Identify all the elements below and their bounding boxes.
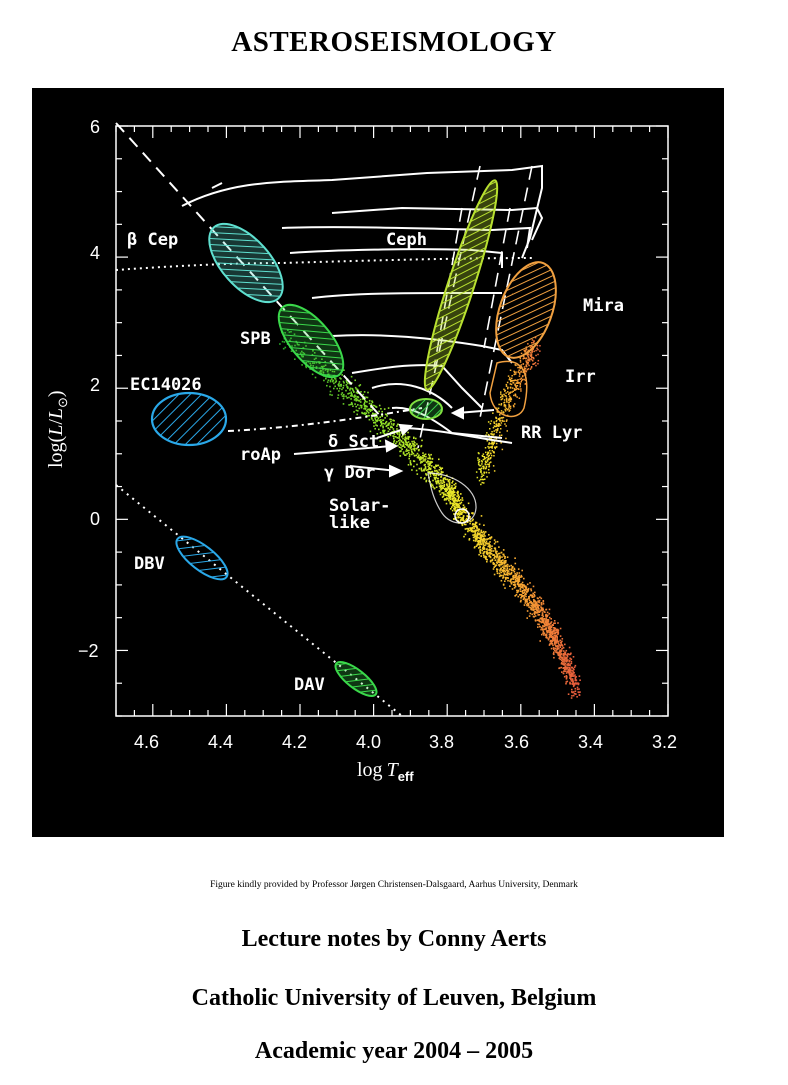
dash-dot-track [227,407,423,432]
mira-region [495,261,557,359]
label-ceph: Ceph [386,230,427,250]
hr-diagram-svg: 6 4 2 0 −2 4.6 4.4 4.2 4.0 3.8 3.6 3.4 3… [45,117,677,784]
label-ec14026: EC14026 [130,375,202,395]
x-tick-3.2: 3.2 [652,732,677,752]
lecture-notes-author: Lecture notes by Conny Aerts [241,926,547,952]
label-mira: Mira [583,296,624,316]
sun-marker [454,508,470,524]
label-delta-sct: δ Sct [328,432,379,452]
x-tick-3.8: 3.8 [429,732,454,752]
dbv-region [175,535,229,581]
label-irr: Irr [565,367,596,387]
label-dav: DAV [294,675,325,695]
spb-region [277,303,345,379]
label-solar-like: Solar-like [329,496,390,533]
y-axis-title: log(L/L⊙) [45,390,70,468]
label-spb: SPB [240,329,271,349]
x-tick-4.6: 4.6 [134,732,159,752]
x-axis-title: log Teff [357,759,414,784]
cepheid-strip-region [423,179,499,391]
delta-sct-region [409,398,443,420]
label-gamma-dor: γ Dor [324,463,375,483]
ec14026-region [150,391,228,447]
document-title: ASTEROSEISMOLOGY [231,26,557,58]
label-rr-lyr: RR Lyr [521,423,582,443]
hr-diagram-figure: 6 4 2 0 −2 4.6 4.4 4.2 4.0 3.8 3.6 3.4 3… [32,88,724,837]
star-scatter [279,329,581,699]
university-name: Catholic University of Leuven, Belgium [191,985,597,1011]
x-tick-4.4: 4.4 [208,732,233,752]
x-tick-3.6: 3.6 [504,732,529,752]
x-tick-4.0: 4.0 [356,732,381,752]
academic-year: Academic year 2004 – 2005 [254,1038,534,1064]
dav-region [334,661,378,697]
y-tick-0: 0 [90,509,100,529]
beta-cep-region [208,222,284,304]
label-roap: roAp [240,445,281,465]
y-tick-neg2: −2 [78,641,99,661]
y-tick-4: 4 [90,243,100,263]
label-dbv: DBV [134,554,165,574]
x-tick-3.4: 3.4 [578,732,603,752]
y-tick-2: 2 [90,375,100,395]
white-dwarf-line [115,484,403,717]
figure-credit: Figure kindly provided by Professor Jørg… [210,880,578,890]
y-tick-6: 6 [90,117,100,137]
axis-ticks [115,125,669,717]
label-arrows [293,406,495,478]
label-beta-cep: β Cep [127,230,178,250]
x-tick-4.2: 4.2 [282,732,307,752]
irr-region [489,360,528,418]
